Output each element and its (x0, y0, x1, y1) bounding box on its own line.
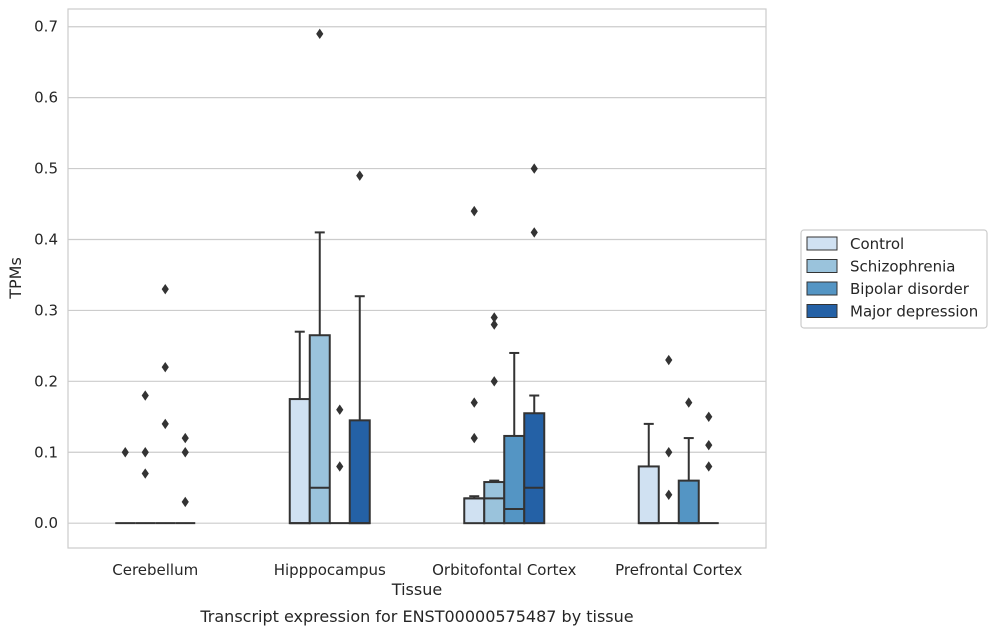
outlier-point (181, 432, 189, 444)
outlier-point (530, 227, 538, 238)
outlier-point (470, 397, 478, 408)
outlier-point (705, 411, 713, 422)
box-2-0 (463, 205, 486, 525)
y-tick-label: 0.6 (34, 89, 58, 107)
x-tick-label: Hipppocampus (274, 561, 386, 579)
y-tick-label: 0.1 (34, 443, 58, 461)
box-1-2 (329, 404, 350, 525)
box-3-2 (677, 397, 700, 525)
box-rect (288, 398, 311, 525)
outlier-point (181, 447, 189, 458)
y-tick-labels: 0.0 0.1 0.2 0.3 0.4 0.5 0.6 0.7 (34, 18, 58, 532)
outlier-point (665, 354, 673, 366)
outlier-point (705, 439, 713, 451)
x-tick-labels: Cerebellum Hipppocampus Orbitofontal Corte… (112, 561, 742, 579)
box-rect (463, 497, 486, 525)
outlier-point (705, 461, 713, 472)
outlier-point (490, 376, 498, 387)
y-tick-label: 0.5 (34, 160, 58, 178)
outlier-point (121, 447, 129, 458)
box-rect (677, 479, 700, 525)
legend-label: Schizophrenia (850, 258, 955, 276)
x-axis-title: Tissue (391, 580, 442, 599)
legend-swatch (806, 259, 838, 273)
outlier-point (316, 28, 324, 40)
box-1-1 (308, 28, 331, 525)
legend-swatch (806, 236, 838, 251)
outlier-point (665, 489, 673, 501)
box-3-1 (658, 354, 679, 525)
x-tick-label: Cerebellum (112, 561, 198, 579)
outlier-point (470, 432, 478, 444)
grid-lines (68, 26, 766, 524)
outlier-point (356, 170, 364, 181)
y-tick-label: 0.3 (34, 301, 58, 319)
outlier-point (161, 418, 169, 430)
box-0-3 (175, 432, 196, 525)
figure-caption: Transcript expression for ENST0000057548… (199, 607, 633, 626)
y-tick-label: 0.7 (34, 18, 58, 36)
outlier-point (141, 468, 149, 479)
outlier-point (161, 283, 169, 295)
y-axis-title: TPMs (6, 257, 25, 300)
outlier-point (141, 390, 149, 401)
outlier-point (181, 496, 189, 508)
plot-frame (67, 8, 767, 549)
y-tick-label: 0.2 (34, 372, 58, 390)
box-1-3 (348, 170, 371, 525)
box-layer (115, 28, 719, 525)
outlier-point (336, 404, 344, 415)
outlier-point (470, 205, 478, 217)
y-tick-label: 0.0 (34, 514, 58, 532)
box-0-0 (115, 447, 136, 525)
outlier-point (141, 447, 149, 458)
legend-frame (800, 229, 988, 329)
outlier-point (490, 319, 498, 330)
legend-label: Bipolar disorder (850, 280, 970, 298)
box-rect (637, 465, 660, 525)
box-rect (308, 334, 331, 525)
box-0-1 (135, 390, 156, 525)
box-rect (483, 481, 506, 525)
legend-swatch (806, 304, 838, 318)
box-3-3 (698, 411, 719, 525)
outlier-point (685, 397, 693, 408)
y-tick-label: 0.4 (34, 230, 58, 248)
outlier-point (161, 361, 169, 373)
box-0-2 (155, 283, 176, 525)
box-3-0 (637, 422, 660, 525)
box-1-0 (288, 330, 311, 525)
outlier-point (665, 447, 673, 458)
box-rect (523, 412, 546, 525)
legend: Control Schizophrenia Bipolar disorder Majo… (800, 229, 988, 329)
legend-label: Control (850, 235, 904, 253)
box-rect (348, 419, 371, 525)
box-2-2 (503, 351, 526, 525)
x-tick-label: Prefrontal Cortex (615, 561, 742, 579)
x-tick-label: Orbitofontal Cortex (432, 561, 576, 579)
legend-swatch (806, 281, 838, 296)
legend-label: Major depression (850, 303, 978, 321)
box-2-1 (483, 312, 506, 525)
box-2-3 (523, 163, 546, 525)
outlier-point (490, 312, 498, 323)
outlier-point (336, 461, 344, 472)
box-rect (503, 434, 526, 525)
outlier-point (530, 163, 538, 174)
